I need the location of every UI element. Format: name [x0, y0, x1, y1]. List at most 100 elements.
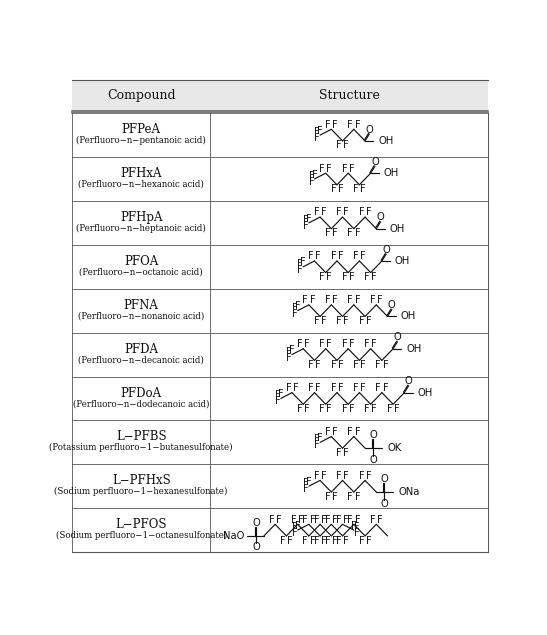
Text: OH: OH: [378, 136, 393, 146]
Text: F: F: [327, 404, 332, 414]
Text: O: O: [388, 300, 395, 310]
Text: F: F: [354, 120, 360, 130]
Text: F: F: [344, 316, 349, 326]
Text: F: F: [371, 404, 377, 414]
Text: F: F: [337, 383, 344, 393]
Text: F: F: [297, 339, 302, 349]
Text: F: F: [315, 251, 321, 262]
Text: F: F: [342, 164, 347, 173]
Bar: [72, 113, 488, 157]
Text: PFPeA: PFPeA: [122, 123, 161, 137]
Text: O: O: [252, 542, 260, 552]
Text: F: F: [344, 448, 349, 458]
Text: (Sodium perfluoro−1−octanesulfonate): (Sodium perfluoro−1−octanesulfonate): [56, 531, 227, 540]
Text: F: F: [360, 360, 366, 370]
Text: O: O: [380, 474, 388, 484]
Text: F: F: [354, 515, 360, 525]
Text: F: F: [344, 515, 349, 525]
Text: O: O: [382, 244, 390, 255]
Bar: [72, 289, 488, 333]
Text: F: F: [302, 515, 308, 525]
Text: F: F: [354, 528, 359, 538]
Text: F: F: [360, 251, 366, 262]
Text: F: F: [303, 485, 309, 494]
Text: F: F: [371, 339, 377, 349]
Text: F: F: [308, 383, 313, 393]
Text: OH: OH: [406, 344, 421, 354]
Text: F: F: [394, 404, 399, 414]
Text: F: F: [310, 535, 315, 545]
Text: F: F: [342, 272, 347, 282]
Text: F: F: [321, 471, 327, 481]
Text: F: F: [332, 515, 337, 525]
Text: OH: OH: [389, 224, 405, 234]
Text: F: F: [336, 448, 342, 458]
Text: F: F: [342, 339, 347, 349]
Text: F: F: [349, 272, 354, 282]
Bar: [72, 245, 488, 289]
Text: F: F: [286, 352, 292, 363]
Text: PFNA: PFNA: [124, 299, 159, 312]
Text: F: F: [298, 265, 303, 275]
Text: F: F: [327, 339, 332, 349]
Text: F: F: [337, 251, 344, 262]
Text: F: F: [366, 208, 371, 218]
Text: F: F: [336, 471, 342, 481]
Text: F: F: [275, 396, 281, 406]
Text: F: F: [366, 316, 371, 326]
Text: F: F: [291, 515, 297, 525]
Text: PFHpA: PFHpA: [120, 211, 162, 224]
Text: (Perfluoro−n−octanoic acid): (Perfluoro−n−octanoic acid): [79, 268, 203, 277]
Text: F: F: [315, 383, 321, 393]
Text: F: F: [289, 345, 295, 355]
Text: F: F: [309, 171, 315, 181]
Text: F: F: [269, 515, 275, 525]
Text: F: F: [344, 535, 349, 545]
Text: F: F: [354, 491, 360, 502]
Text: F: F: [359, 316, 364, 326]
Text: F: F: [292, 528, 298, 538]
Text: O: O: [377, 212, 385, 222]
Text: F: F: [344, 471, 349, 481]
Text: F: F: [319, 339, 325, 349]
Text: (Sodium perfluoro−1−hexanesulfonate): (Sodium perfluoro−1−hexanesulfonate): [55, 487, 228, 496]
Text: (Perfluoro−n−pentanoic acid): (Perfluoro−n−pentanoic acid): [76, 136, 206, 145]
Text: F: F: [313, 471, 319, 481]
Text: O: O: [252, 518, 260, 528]
Text: ONa: ONa: [399, 487, 420, 497]
Text: F: F: [336, 208, 342, 218]
Text: F: F: [337, 184, 344, 194]
Text: F: F: [360, 383, 366, 393]
Text: O: O: [394, 333, 401, 342]
Text: F: F: [306, 477, 312, 487]
Bar: [72, 508, 488, 552]
Text: F: F: [293, 383, 299, 393]
Text: O: O: [365, 124, 373, 135]
Text: F: F: [370, 295, 375, 305]
Text: F: F: [315, 360, 321, 370]
Text: F: F: [295, 302, 300, 311]
Text: F: F: [360, 184, 366, 194]
Text: F: F: [366, 471, 371, 481]
Text: F: F: [347, 228, 353, 238]
Text: F: F: [310, 295, 315, 305]
Text: F: F: [347, 515, 353, 525]
Text: (Perfluoro−n−hexanoic acid): (Perfluoro−n−hexanoic acid): [78, 180, 204, 189]
Text: F: F: [313, 515, 319, 525]
Text: (Perfluoro−n−decanoic acid): (Perfluoro−n−decanoic acid): [78, 356, 204, 364]
Text: F: F: [330, 383, 336, 393]
Text: F: F: [336, 515, 342, 525]
Text: PFDoA: PFDoA: [121, 387, 162, 399]
Text: F: F: [387, 404, 392, 414]
Text: F: F: [302, 295, 308, 305]
Text: F: F: [303, 478, 309, 488]
Text: F: F: [336, 316, 342, 326]
Text: F: F: [364, 272, 370, 282]
Text: Structure: Structure: [319, 89, 380, 102]
Text: F: F: [319, 272, 325, 282]
Bar: [72, 333, 488, 377]
Text: F: F: [325, 535, 330, 545]
Text: F: F: [300, 257, 306, 267]
Text: L−PFBS: L−PFBS: [116, 431, 166, 443]
Text: F: F: [327, 272, 332, 282]
